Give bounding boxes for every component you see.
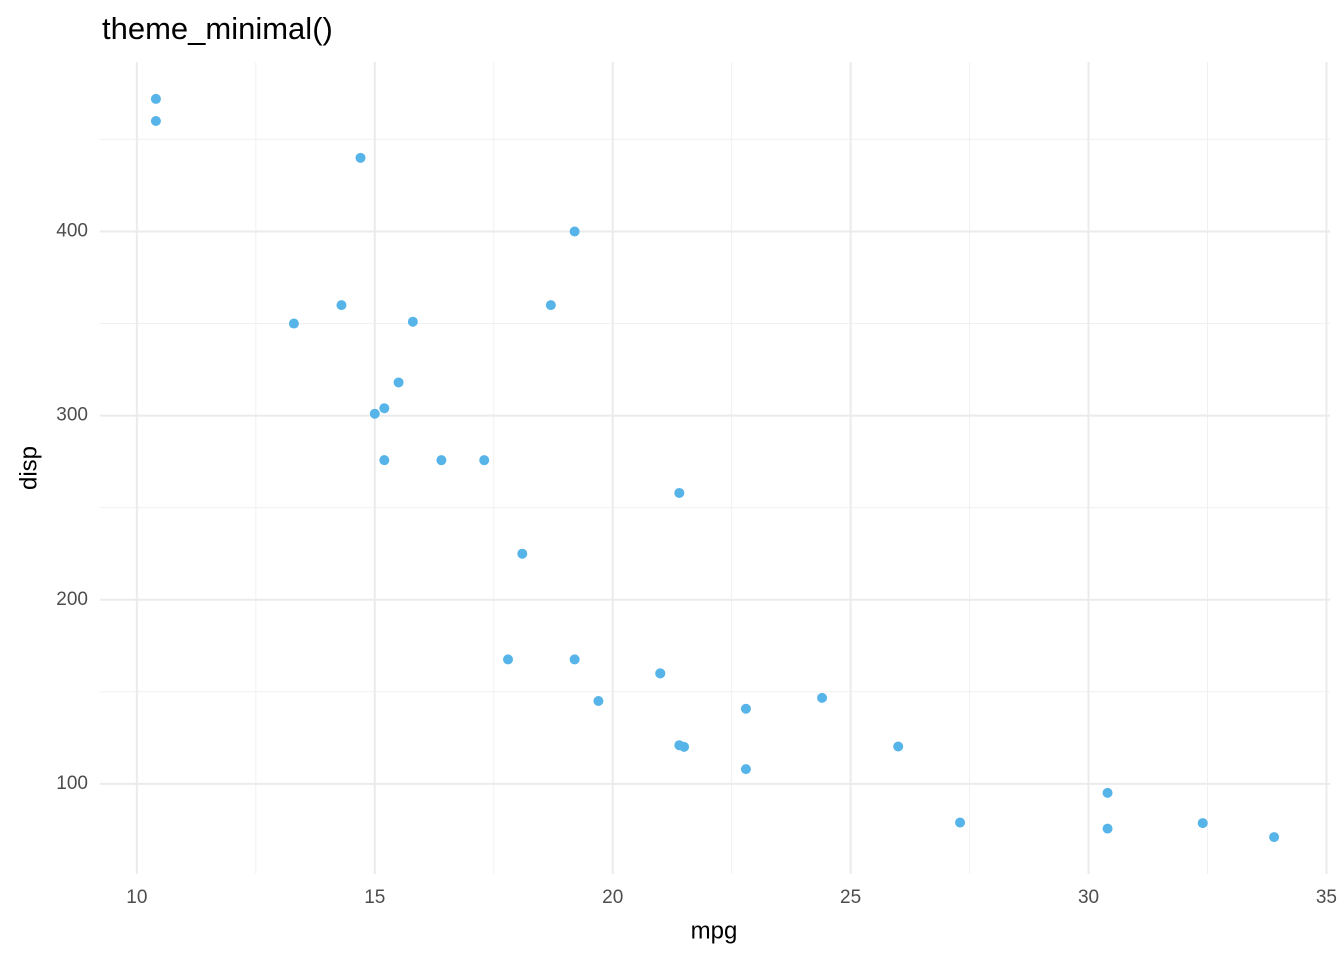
point [569, 226, 580, 237]
point [1197, 818, 1208, 829]
x-tick-label: 15 [364, 887, 385, 908]
point [817, 692, 828, 703]
point [674, 487, 685, 498]
point [150, 116, 161, 127]
y-tick-label: 400 [56, 220, 88, 241]
point [379, 403, 390, 414]
y-axis-title: disp [15, 446, 42, 490]
y-tick-label: 100 [56, 773, 88, 794]
x-axis-title: mpg [691, 917, 738, 944]
point [740, 703, 751, 714]
point [740, 764, 751, 775]
point [150, 93, 161, 104]
x-tick-label: 30 [1078, 887, 1099, 908]
point [955, 817, 966, 828]
grid [100, 62, 1330, 874]
point [1102, 787, 1113, 798]
y-tick-label: 200 [56, 589, 88, 610]
x-tick-label: 10 [126, 887, 147, 908]
point [503, 654, 514, 665]
point [545, 300, 556, 311]
point [893, 741, 904, 752]
point [674, 740, 685, 751]
point [1102, 823, 1113, 834]
x-tick-label: 35 [1316, 887, 1337, 908]
points [150, 93, 1280, 843]
point [288, 318, 299, 329]
point [479, 455, 490, 466]
point [355, 152, 366, 163]
y-tick-label: 300 [56, 405, 88, 426]
point [336, 300, 347, 311]
point [379, 455, 390, 466]
point [655, 668, 666, 679]
point [569, 654, 580, 665]
point [393, 377, 404, 388]
point [369, 408, 380, 419]
chart-title: theme_minimal() [102, 11, 333, 46]
point [436, 455, 447, 466]
point [1269, 832, 1280, 843]
x-tick-label: 25 [840, 887, 861, 908]
x-tick-label: 20 [602, 887, 623, 908]
point [517, 548, 528, 559]
point [407, 316, 418, 327]
point [593, 696, 604, 707]
